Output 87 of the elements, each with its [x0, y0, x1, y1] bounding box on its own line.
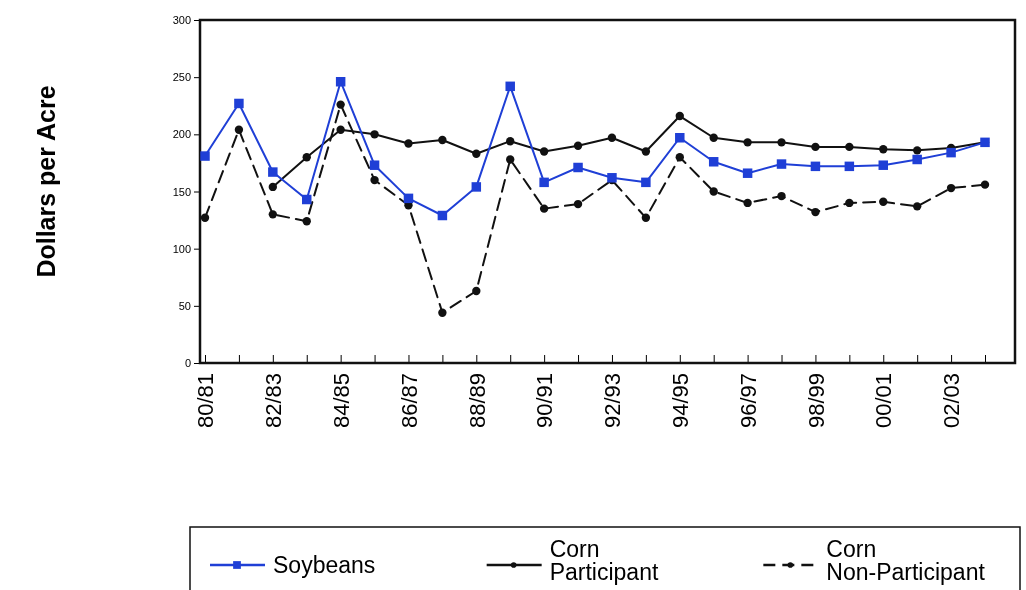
- point: [742, 168, 753, 178]
- point: [811, 207, 820, 217]
- x-tick-label: 92/93: [600, 373, 626, 429]
- point: [472, 286, 481, 296]
- point: [506, 137, 515, 146]
- legend-label: Corn Non-Participant: [826, 535, 986, 585]
- point: [336, 125, 345, 134]
- x-tick-label: 00/01: [871, 373, 897, 429]
- point: [234, 98, 244, 109]
- x-tick-label: 86/87: [396, 373, 422, 429]
- point: [302, 194, 312, 205]
- point: [675, 111, 684, 121]
- point: [675, 133, 685, 143]
- x-tick-label: 88/89: [464, 373, 490, 429]
- y-tick-label: 150: [172, 185, 191, 198]
- point: [743, 138, 752, 147]
- point: [845, 142, 854, 152]
- point: [200, 213, 210, 222]
- point: [777, 138, 786, 147]
- point: [980, 180, 990, 189]
- point: [437, 210, 448, 221]
- point: [302, 153, 311, 162]
- point: [539, 177, 549, 188]
- point: [268, 210, 278, 219]
- x-tick-label: 96/97: [735, 373, 761, 429]
- point: [879, 145, 888, 154]
- point: [539, 147, 549, 156]
- point: [336, 100, 345, 109]
- point: [335, 77, 346, 87]
- x-tick-label: 98/99: [803, 373, 829, 429]
- y-tick-label: 300: [172, 14, 191, 27]
- point: [506, 155, 515, 164]
- point: [438, 308, 447, 317]
- y-tick-label: 0: [184, 357, 191, 370]
- point: [268, 167, 278, 177]
- y-tick-label: 50: [178, 299, 191, 312]
- point: [845, 198, 854, 208]
- point: [709, 187, 718, 196]
- x-tick-label: 80/81: [193, 373, 219, 429]
- point: [234, 125, 244, 134]
- point: [505, 81, 515, 92]
- point: [370, 130, 379, 139]
- legend-label: Soybeans: [273, 552, 376, 579]
- point: [403, 193, 414, 204]
- point: [573, 199, 583, 209]
- point: [946, 183, 956, 193]
- point: [268, 182, 278, 192]
- point: [369, 160, 380, 170]
- x-tick-label: 82/83: [261, 373, 287, 429]
- point: [708, 157, 719, 167]
- point: [946, 147, 956, 158]
- x-tick-label: 02/03: [939, 373, 965, 429]
- point: [438, 135, 447, 145]
- point: [844, 161, 855, 172]
- point: [370, 175, 379, 185]
- point: [472, 149, 481, 158]
- point: [879, 197, 888, 206]
- x-tick-label: 94/95: [667, 373, 693, 429]
- point: [404, 139, 413, 148]
- point: [776, 159, 787, 169]
- point: [743, 198, 752, 208]
- y-tick-label: 250: [172, 71, 191, 84]
- point: [810, 161, 821, 172]
- point: [709, 133, 718, 142]
- legend-label: Corn Participant: [549, 535, 659, 585]
- y-tick-label: 200: [172, 128, 191, 141]
- point: [200, 151, 210, 161]
- point: [607, 133, 617, 142]
- point: [471, 182, 482, 192]
- point: [811, 142, 820, 152]
- point: [878, 160, 888, 170]
- point: [641, 213, 651, 222]
- point: [573, 162, 583, 173]
- point: [641, 177, 651, 188]
- point: [912, 202, 922, 211]
- point: [912, 154, 922, 165]
- x-tick-label: 90/91: [532, 373, 558, 429]
- y-axis-title: Dollars per Acre: [32, 85, 60, 278]
- point: [675, 153, 684, 162]
- y-tick-label: 100: [172, 242, 191, 255]
- point: [912, 146, 922, 155]
- point: [302, 217, 311, 226]
- point: [777, 191, 786, 201]
- point: [573, 141, 583, 150]
- point: [641, 147, 651, 156]
- point: [539, 204, 549, 213]
- x-tick-label: 84/85: [328, 373, 354, 429]
